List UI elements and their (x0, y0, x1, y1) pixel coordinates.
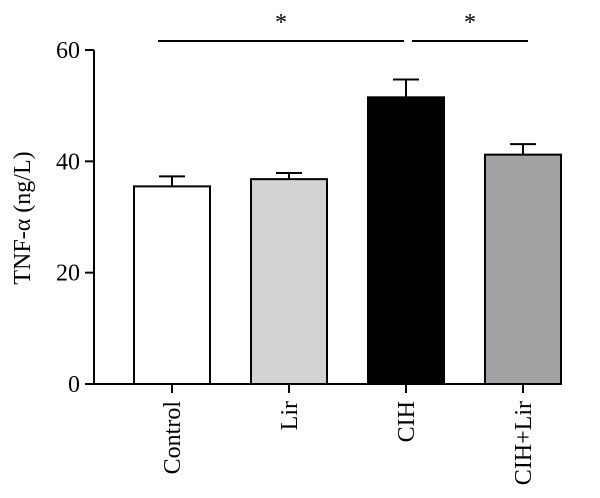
significance-brackets: * * (158, 10, 528, 42)
bar-cih-lir (484, 153, 562, 385)
error-bars (159, 78, 536, 187)
y-tick-label: 60 (56, 38, 80, 64)
x-tick-label: Lir (277, 401, 303, 430)
significance-star: * (464, 10, 476, 36)
x-tick-label: CIH (394, 401, 420, 442)
y-tick-label: 20 (56, 261, 80, 287)
x-tick-label: Control (160, 401, 186, 475)
bar-cih (367, 96, 445, 385)
x-tick-label: CIH+Lir (511, 401, 537, 485)
bar-lir (250, 178, 328, 385)
x-tick-labels: Control Lir CIH CIH+Lir (160, 384, 537, 485)
y-tick-label: 40 (56, 149, 80, 175)
significance-star: * (275, 10, 287, 36)
bars (133, 96, 562, 385)
y-axis-label: TNF-α (ng/L) (10, 151, 36, 284)
y-tick-label: 0 (68, 372, 80, 398)
y-ticks: 0 20 40 60 (56, 38, 94, 398)
bar-control (133, 185, 211, 385)
